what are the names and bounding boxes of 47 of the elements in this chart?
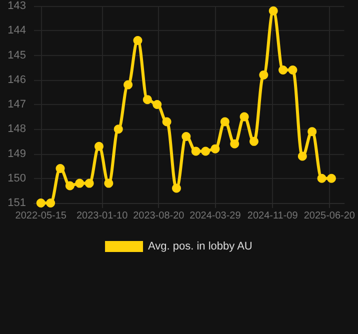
point <box>268 6 278 16</box>
point <box>240 112 249 122</box>
point <box>298 152 307 161</box>
y-tick-label: 151 <box>8 197 26 209</box>
y-tick-label: 149 <box>8 148 26 160</box>
y-tick-label: 143 <box>8 0 26 12</box>
point <box>84 178 94 188</box>
point <box>249 136 258 146</box>
y-tick-label: 147 <box>8 98 26 110</box>
point <box>152 100 162 109</box>
point <box>65 181 74 190</box>
point <box>288 66 298 75</box>
point <box>317 174 326 183</box>
point <box>56 164 65 174</box>
point <box>172 184 181 193</box>
point <box>220 117 230 126</box>
y-tick-label: 146 <box>8 74 26 86</box>
x-tick-label: 2024-11-09 <box>247 210 298 222</box>
x-tick-label: 2025-06-20 <box>304 210 356 222</box>
point <box>182 132 191 142</box>
point <box>114 124 123 134</box>
point <box>278 66 288 75</box>
point <box>259 70 268 80</box>
point <box>162 117 172 126</box>
point <box>36 198 46 208</box>
x-tick-label: 2022-05-15 <box>15 210 67 222</box>
x-tick-label: 2023-08-20 <box>133 210 185 222</box>
y-tick-label: 144 <box>8 24 26 37</box>
point <box>201 146 210 156</box>
legend-label: Avg. pos. in lobby AU <box>148 240 252 252</box>
point <box>210 144 220 154</box>
point <box>94 142 104 151</box>
point <box>104 178 114 188</box>
x-tick-label: 2023-01-10 <box>76 210 128 222</box>
point <box>133 36 142 45</box>
y-tick-label: 150 <box>8 172 26 184</box>
point <box>124 80 133 90</box>
point <box>142 95 152 104</box>
point <box>46 198 56 208</box>
point <box>230 139 240 148</box>
point <box>326 174 336 183</box>
y-tick-label: 145 <box>8 49 26 62</box>
y-tick-label: 148 <box>8 123 26 136</box>
x-tick-label: 2024-03-29 <box>190 210 242 222</box>
point <box>191 146 200 156</box>
point <box>308 127 317 136</box>
point <box>75 178 84 188</box>
